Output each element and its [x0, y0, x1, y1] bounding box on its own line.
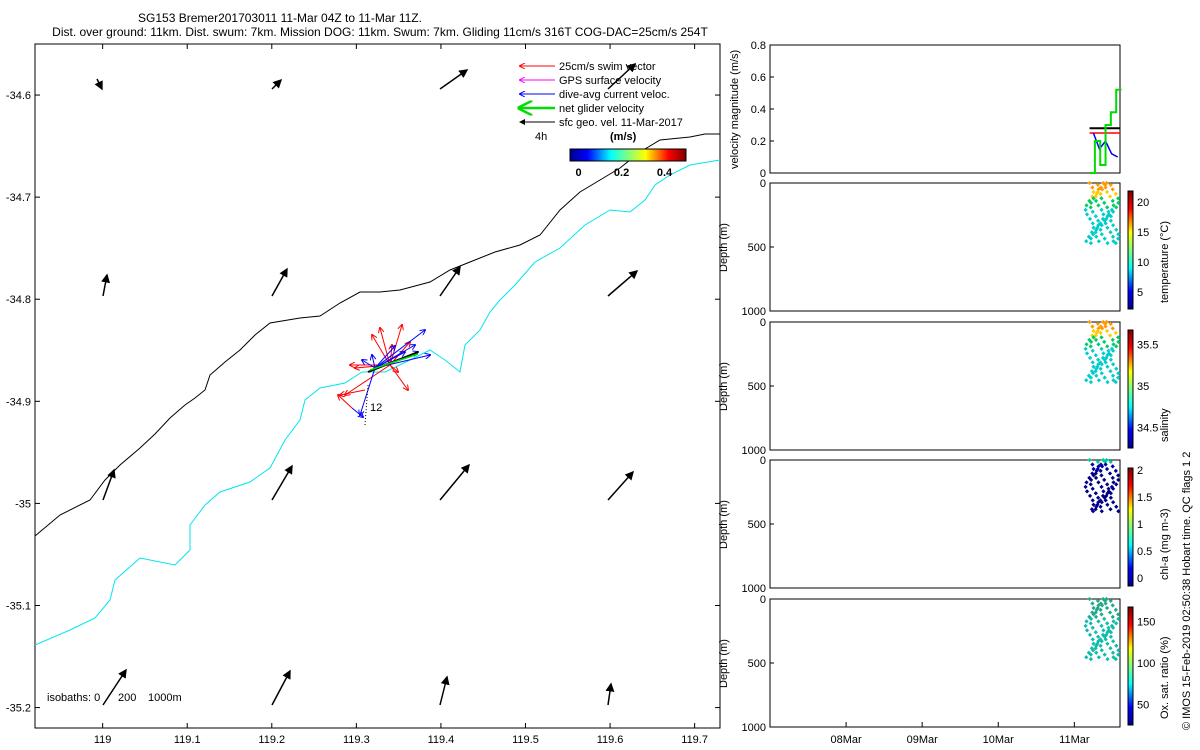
colorbar-tick-label: 10 — [1137, 257, 1149, 269]
panel-colorbar — [1128, 468, 1133, 586]
colorbar-tick-label: 34.5 — [1137, 423, 1158, 435]
map-y-tick-label: -35 — [15, 498, 31, 510]
map-x-tick-label: 119 — [94, 734, 112, 746]
depth-ylabel: Depth (m) — [718, 500, 730, 549]
legend-label: dive-avg current veloc. — [559, 89, 670, 101]
panel-colorbar — [1128, 330, 1133, 448]
depth-tick-label: 0 — [760, 178, 766, 190]
map-x-tick-label: 119.5 — [512, 734, 539, 746]
velocity-y-tick-label: 0.2 — [751, 136, 766, 148]
panel-chla: 05001000Depth (m)00.511.52chl-a (mg m-3) — [718, 455, 1171, 595]
panel-velocity: 00.20.40.60.8velocity magnitude (m/s) — [729, 40, 1122, 180]
speed-colorbar — [570, 149, 686, 161]
panel-temperature: 05001000Depth (m)5101520temperature (°C) — [718, 178, 1171, 318]
panel-salinity: 05001000Depth (m)34.53535.5salinity — [718, 317, 1171, 457]
velocity-ylabel: velocity magnitude (m/s) — [729, 50, 741, 169]
map-frame — [35, 44, 720, 728]
panel-frame — [770, 183, 1120, 311]
panel-frame — [770, 599, 1120, 727]
map-plot: 25cm/s swim vector GPS surface velocity di… — [6, 44, 720, 746]
map-x-tick-label: 119.6 — [597, 734, 624, 746]
map-x-tick-label: 119.2 — [258, 734, 285, 746]
legend-label: sfc geo. vel. 11-Mar-2017 — [559, 117, 683, 129]
depth-ylabel: Depth (m) — [718, 639, 730, 688]
panel-oxygen: 0 500 1000 Depth (m) 50 100 150 Ox. sat. ratio … — [718, 594, 1171, 734]
colorbar-tick-label: 35 — [1137, 381, 1149, 393]
depth-tick-label: 0 — [760, 455, 766, 467]
map-y-tick-label: -34.7 — [6, 192, 31, 204]
depth-tick-label: 500 — [748, 381, 766, 393]
colorbar-tick-label: 35.5 — [1137, 339, 1158, 351]
depth-tick-label: 500 — [748, 519, 766, 531]
figure: 25cm/s swim vector GPS surface velocity di… — [0, 0, 1200, 750]
colorbar-label: Ox. sat. ratio (%) — [1159, 636, 1171, 719]
map-y-tick-label: -34.8 — [6, 294, 31, 306]
colorbar-tick-label: 0.4 — [657, 167, 673, 179]
legend-label: GPS surface velocity — [559, 75, 662, 87]
panel-frame — [770, 322, 1120, 450]
depth-tick-label: 500 — [748, 658, 766, 670]
velocity-y-tick-label: 0.4 — [751, 104, 766, 116]
depth-tick-label: 1000 — [742, 722, 766, 734]
depth-ylabel: Depth (m) — [718, 362, 730, 411]
time-tick-label: 11Mar — [1059, 734, 1090, 746]
map-y-tick-label: -34.9 — [6, 396, 31, 408]
isobath-200-label: 200 — [118, 692, 136, 704]
depth-ylabel: Depth (m) — [718, 223, 730, 272]
colorbar-tick-label: 0.5 — [1137, 546, 1152, 558]
panel-colorbar — [1128, 191, 1133, 309]
panel-frame — [770, 460, 1120, 588]
colorbar-tick-label: 150 — [1137, 616, 1155, 628]
isobath-1000-label: 1000m — [148, 692, 182, 704]
map-x-tick-label: 119.1 — [174, 734, 201, 746]
panel-frame — [770, 45, 1120, 173]
colorbar-tick-label: 0 — [576, 167, 582, 179]
legend-label: net glider velocity — [559, 103, 644, 115]
colorbar-label: chl-a (mg m-3) — [1159, 508, 1171, 580]
colorbar-tick-label: 2 — [1137, 465, 1143, 477]
map-x-tick-label: 119.4 — [428, 734, 455, 746]
colorbar-tick-label: 15 — [1137, 227, 1149, 239]
map-y-tick-label: -35.2 — [6, 703, 31, 715]
dive-number-label: 12 — [370, 402, 382, 414]
map-x-tick-label: 119.3 — [343, 734, 370, 746]
time-scale-label: 4h — [535, 131, 547, 143]
colorbar-tick-label: 100 — [1137, 658, 1155, 670]
time-tick-label: 09Mar — [907, 734, 939, 746]
right-panels: 00.20.40.60.8velocity magnitude (m/s)050… — [718, 40, 1171, 746]
colorbar-tick-label: 20 — [1137, 197, 1149, 209]
isobaths-label: isobaths: 0 — [47, 692, 100, 704]
legend-label: 25cm/s swim vector — [559, 61, 656, 73]
colorbar-tick-label: 1.5 — [1137, 492, 1152, 504]
colorbar-label: temperature (°C) — [1159, 221, 1171, 303]
colorbar-tick-label: 0.2 — [614, 167, 629, 179]
depth-tick-label: 0 — [760, 317, 766, 329]
panel-colorbar — [1128, 607, 1133, 725]
footer-text: © IMOS 15-Feb-2019 02:50:38 Hobart time.… — [1181, 452, 1193, 730]
map-y-tick-label: -34.6 — [6, 90, 31, 102]
map-y-tick-label: -35.1 — [6, 600, 31, 612]
velocity-y-tick-label: 0.8 — [751, 40, 766, 52]
time-tick-label: 08Mar — [830, 734, 862, 746]
depth-tick-label: 0 — [760, 594, 766, 606]
colorbar-tick-label: 50 — [1137, 700, 1149, 712]
depth-tick-label: 500 — [748, 242, 766, 254]
colorbar-tick-label: 0 — [1137, 573, 1143, 585]
colorbar-tick-label: 1 — [1137, 519, 1143, 531]
colorbar-tick-label: 5 — [1137, 287, 1143, 299]
time-tick-label: 10Mar — [983, 734, 1015, 746]
colorbar-title: (m/s) — [610, 131, 637, 143]
map-x-tick-label: 119.7 — [681, 734, 708, 746]
colorbar-label: salinity — [1159, 408, 1171, 442]
velocity-y-tick-label: 0.6 — [751, 72, 766, 84]
